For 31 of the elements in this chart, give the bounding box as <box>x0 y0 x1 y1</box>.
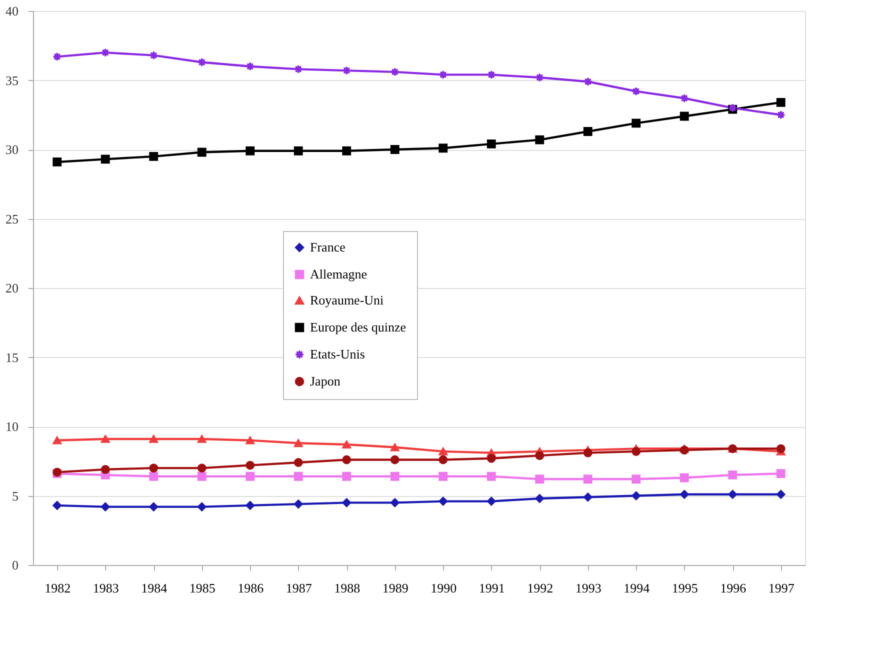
x-tick-label: 1994 <box>624 580 650 596</box>
x-tick-label: 1988 <box>334 580 360 596</box>
x-tick-label: 1982 <box>44 580 71 596</box>
x-tick-label: 1992 <box>527 580 554 596</box>
y-tick-label: 35 <box>6 72 18 88</box>
x-tick-label: 1996 <box>720 580 747 596</box>
legend-label: Royaume-Uni <box>310 292 384 308</box>
legend-label: Allemagne <box>310 266 368 282</box>
y-tick-label: 0 <box>12 558 18 572</box>
y-tick-label: 10 <box>6 419 18 434</box>
legend-label: Etats-Unis <box>310 346 365 362</box>
x-tick-label: 1990 <box>430 580 457 596</box>
x-tick-label: 1993 <box>575 580 602 596</box>
y-tick-label: 5 <box>12 488 18 504</box>
x-tick-label: 1986 <box>238 580 264 596</box>
x-tick-label: 1997 <box>768 580 795 596</box>
x-tick-label: 1995 <box>672 580 698 596</box>
legend-label: Europe des quinze <box>310 320 406 334</box>
y-tick-label: 30 <box>6 142 18 157</box>
legend-label: Japon <box>310 374 341 388</box>
x-tick-label: 1987 <box>286 580 312 596</box>
x-tick-label: 1983 <box>92 580 119 596</box>
legend-label: France <box>310 240 346 254</box>
x-tick-label: 1985 <box>189 580 216 596</box>
y-tick-label: 20 <box>6 280 18 296</box>
x-tick-label: 1989 <box>382 580 408 596</box>
y-tick-label: 15 <box>6 350 18 365</box>
x-tick-label: 1991 <box>478 580 505 596</box>
y-tick-label: 40 <box>6 4 18 18</box>
x-tick-label: 1984 <box>141 580 168 596</box>
y-tick-label: 25 <box>6 211 18 226</box>
